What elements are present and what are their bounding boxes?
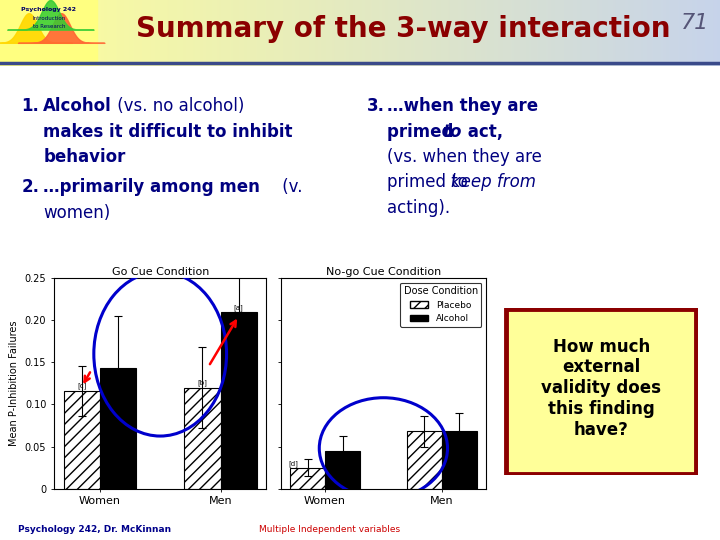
Bar bbox=[184, 388, 220, 489]
FancyBboxPatch shape bbox=[506, 309, 696, 474]
Text: Psychology 242: Psychology 242 bbox=[22, 6, 76, 11]
Text: [a]: [a] bbox=[234, 304, 243, 311]
Bar bbox=[407, 431, 441, 489]
Text: 1.: 1. bbox=[22, 97, 40, 115]
Text: (v.: (v. bbox=[277, 178, 302, 196]
Text: (vs. no alcohol): (vs. no alcohol) bbox=[112, 97, 244, 115]
Bar bbox=[0, 0, 97, 66]
Text: primed to: primed to bbox=[387, 173, 474, 191]
Title: No-go Cue Condition: No-go Cue Condition bbox=[325, 267, 441, 278]
Text: primed: primed bbox=[387, 123, 459, 140]
Text: Multiple Independent variables: Multiple Independent variables bbox=[259, 524, 400, 534]
Text: Introduction: Introduction bbox=[32, 16, 66, 21]
Bar bbox=[100, 368, 136, 489]
Text: women): women) bbox=[43, 204, 110, 221]
Text: 2.: 2. bbox=[22, 178, 40, 196]
Legend: Placebo, Alcohol: Placebo, Alcohol bbox=[400, 282, 482, 327]
Text: 3.: 3. bbox=[367, 97, 385, 115]
Bar bbox=[441, 431, 477, 489]
Text: Summary of the 3-way interaction: Summary of the 3-way interaction bbox=[136, 15, 670, 43]
Text: 71: 71 bbox=[681, 13, 709, 33]
Text: acting).: acting). bbox=[387, 199, 451, 217]
Text: to: to bbox=[442, 123, 462, 140]
Text: Psychology 242, Dr. McKinnan: Psychology 242, Dr. McKinnan bbox=[18, 524, 171, 534]
Bar bbox=[220, 312, 257, 489]
Text: [c]: [c] bbox=[77, 383, 86, 389]
Text: keep from: keep from bbox=[451, 173, 536, 191]
Text: Alcohol: Alcohol bbox=[43, 97, 112, 115]
Text: [b]: [b] bbox=[197, 379, 207, 386]
Text: …primarily among men: …primarily among men bbox=[43, 178, 260, 196]
Text: makes it difficult to inhibit: makes it difficult to inhibit bbox=[43, 123, 293, 140]
Title: Go Cue Condition: Go Cue Condition bbox=[112, 267, 209, 278]
Text: act,: act, bbox=[462, 123, 503, 140]
Text: …when they are: …when they are bbox=[387, 97, 539, 115]
Text: [d]: [d] bbox=[289, 460, 299, 467]
Text: to Research: to Research bbox=[32, 24, 66, 29]
Bar bbox=[290, 468, 325, 489]
Bar bbox=[63, 391, 100, 489]
Text: behavior: behavior bbox=[43, 148, 125, 166]
Y-axis label: Mean P-Inhibition Failures: Mean P-Inhibition Failures bbox=[9, 321, 19, 446]
Bar bbox=[325, 451, 360, 489]
Text: How much
external
validity does
this finding
have?: How much external validity does this fin… bbox=[541, 338, 661, 439]
Text: (vs. when they are: (vs. when they are bbox=[387, 148, 542, 166]
